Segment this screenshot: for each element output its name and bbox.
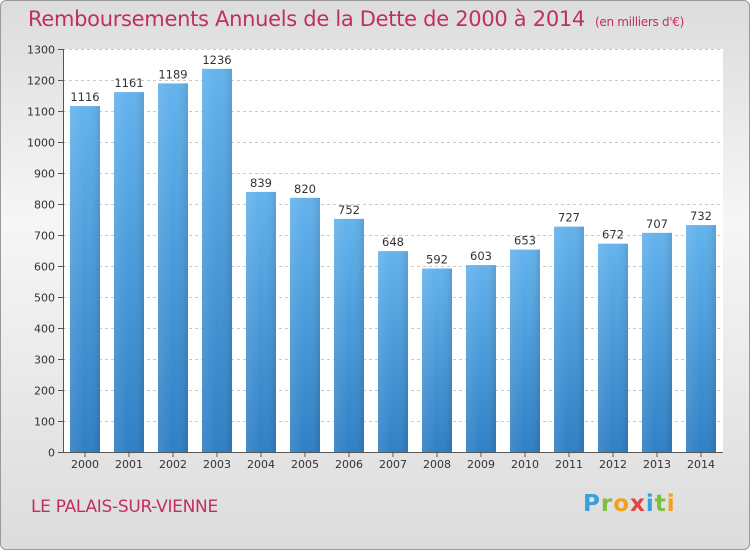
- bar-shade-2001: [114, 92, 144, 452]
- chart-subtitle: (en milliers d'€): [595, 15, 685, 29]
- bar-label-2007: 648: [382, 235, 404, 249]
- x-tick-label-2013: 2013: [643, 458, 671, 471]
- x-tick-label-2004: 2004: [247, 458, 275, 471]
- bar-shade-2006: [334, 218, 364, 452]
- bar-shade-2000: [70, 106, 100, 452]
- y-tick-label: 800: [34, 199, 55, 212]
- y-tick-label: 1000: [27, 137, 55, 150]
- bar-label-2010: 653: [514, 234, 536, 248]
- y-tick-label: 1200: [27, 75, 55, 88]
- bar-shade-2012: [598, 243, 628, 452]
- bar-label-2000: 1116: [70, 90, 99, 104]
- bar-shade-2008: [422, 268, 452, 452]
- x-tick-label-2006: 2006: [335, 458, 363, 471]
- x-tick-label-2008: 2008: [423, 458, 451, 471]
- y-tick-label: 0: [48, 447, 55, 460]
- x-tick-label-2001: 2001: [115, 458, 143, 471]
- bar-label-2005: 820: [294, 182, 316, 196]
- bar-label-2013: 707: [646, 217, 668, 231]
- y-tick-label: 1300: [27, 44, 55, 57]
- y-tick-label: 100: [34, 416, 55, 429]
- bars: 1116 1161 1189 1236 839 820 752 648 592 603 653 727…: [70, 53, 716, 452]
- bar-shade-2005: [290, 197, 320, 452]
- bar-label-2006: 752: [338, 203, 360, 217]
- y-tick-label: 300: [34, 354, 55, 367]
- bar-label-2003: 1236: [202, 53, 231, 67]
- bar-label-2002: 1189: [158, 67, 187, 81]
- y-tick-label: 200: [34, 385, 55, 398]
- x-tick-label-2010: 2010: [511, 458, 539, 471]
- y-tick-label: 500: [34, 292, 55, 305]
- bar-shade-2003: [202, 68, 232, 452]
- x-tick-label-2000: 2000: [71, 458, 99, 471]
- x-tick-label-2014: 2014: [687, 458, 715, 471]
- y-tick-label: 900: [34, 168, 55, 181]
- y-tick-label: 1100: [27, 106, 55, 119]
- y-tick-label: 700: [34, 230, 55, 243]
- bar-label-2001: 1161: [114, 76, 143, 90]
- x-tick-label-2007: 2007: [379, 458, 407, 471]
- chart-title: Remboursements Annuels de la Dette de 20…: [28, 7, 685, 31]
- x-tick-label-2009: 2009: [467, 458, 495, 471]
- axes: 0 100 200 300 400 500 600 700 800 900 1000 1100 1200…: [27, 44, 723, 471]
- bar-shade-2004: [246, 191, 276, 452]
- x-tick-label-2011: 2011: [555, 458, 583, 471]
- bar-label-2014: 732: [690, 209, 712, 223]
- bar-shade-2013: [642, 232, 672, 452]
- bar-label-2009: 603: [470, 249, 492, 263]
- y-tick-label: 600: [34, 261, 55, 274]
- x-tick-label-2012: 2012: [599, 458, 627, 471]
- bar-shade-2011: [554, 226, 584, 452]
- bar-label-2011: 727: [558, 211, 580, 225]
- city-name: LE PALAIS-SUR-VIENNE: [31, 497, 218, 517]
- x-tick-label-2002: 2002: [159, 458, 187, 471]
- bar-shade-2002: [158, 83, 188, 452]
- bar-label-2004: 839: [250, 176, 272, 190]
- bar-shade-2009: [466, 265, 496, 452]
- x-tick-label-2003: 2003: [203, 458, 231, 471]
- bar-label-2012: 672: [602, 228, 624, 242]
- y-tick-label: 400: [34, 323, 55, 336]
- bar-label-2008: 592: [426, 252, 448, 266]
- bar-shade-2014: [686, 225, 716, 452]
- proxiti-logo: Proxiti: [583, 491, 676, 517]
- bar-shade-2007: [378, 251, 408, 452]
- bar-shade-2010: [510, 249, 540, 452]
- x-tick-label-2005: 2005: [291, 458, 319, 471]
